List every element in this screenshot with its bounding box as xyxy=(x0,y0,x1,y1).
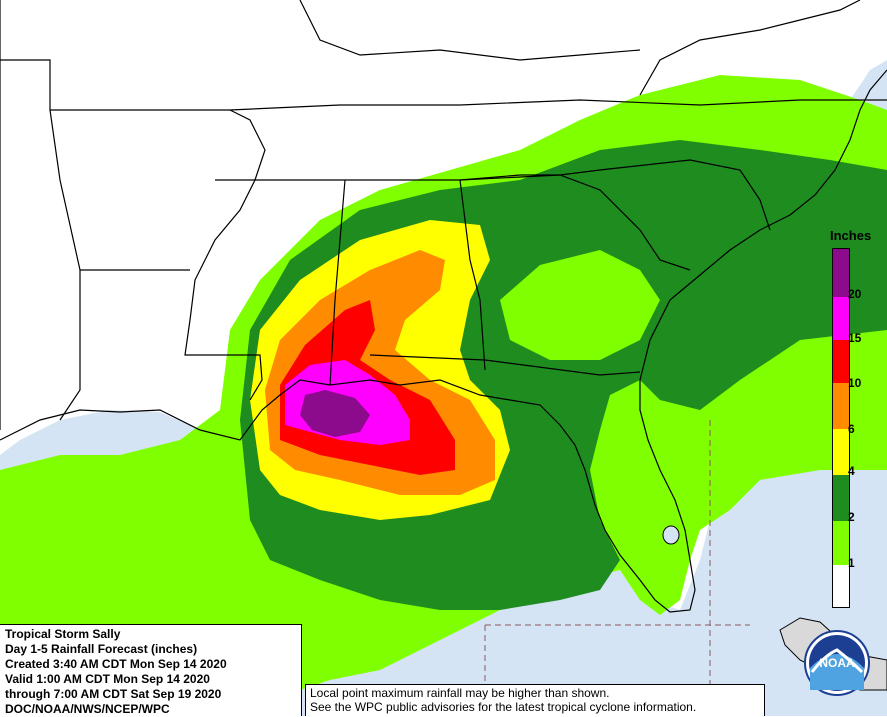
valid-through: through 7:00 AM CDT Sat Sep 19 2020 xyxy=(5,687,222,701)
legend-swatch xyxy=(833,429,849,475)
gulf-coastline xyxy=(0,379,696,613)
note-box: Local point maximum rainfall may be high… xyxy=(305,684,765,716)
storm-name: Tropical Storm Sally xyxy=(5,627,121,641)
legend-tick-label: 4 xyxy=(848,464,855,478)
created-time: Created 3:40 AM CDT Mon Sep 14 2020 xyxy=(5,657,227,671)
note-line-1: Local point maximum rainfall may be high… xyxy=(310,686,610,700)
legend-swatch xyxy=(833,297,849,340)
legend-swatch xyxy=(833,475,849,521)
legend-swatch xyxy=(833,249,849,297)
noaa-logo-text: NOAA xyxy=(819,656,855,670)
legend-title: Inches xyxy=(830,228,872,243)
noaa-logo: NOAA xyxy=(804,630,870,696)
forecast-title: Day 1-5 Rainfall Forecast (inches) xyxy=(5,642,198,656)
legend-swatch xyxy=(833,521,849,565)
legend-tick-label: 6 xyxy=(848,422,855,436)
legend-tick-label: 10 xyxy=(848,376,862,390)
legend-tick-label: 15 xyxy=(848,331,862,345)
lake-okeechobee xyxy=(662,525,680,545)
atlantic-coastline xyxy=(639,69,887,381)
agency-credit: DOC/NOAA/NWS/NCEP/WPC xyxy=(5,702,170,716)
legend-color-bar xyxy=(832,248,850,608)
legend-swatch xyxy=(833,383,849,429)
valid-from: Valid 1:00 AM CDT Mon Sep 14 2020 xyxy=(5,672,210,686)
legend-tick-label: 1 xyxy=(848,556,855,570)
legend-tick-label: 20 xyxy=(848,287,862,301)
legend-swatch xyxy=(833,340,849,383)
note-line-2: See the WPC public advisories for the la… xyxy=(310,700,697,714)
legend-swatch xyxy=(833,565,849,607)
legend-tick-label: 2 xyxy=(848,510,855,524)
state-borders xyxy=(0,0,887,430)
rain-20in-area xyxy=(300,390,370,437)
info-box: Tropical Storm Sally Day 1-5 Rainfall Fo… xyxy=(0,624,302,716)
rain-1in-inland-patch xyxy=(500,250,660,360)
